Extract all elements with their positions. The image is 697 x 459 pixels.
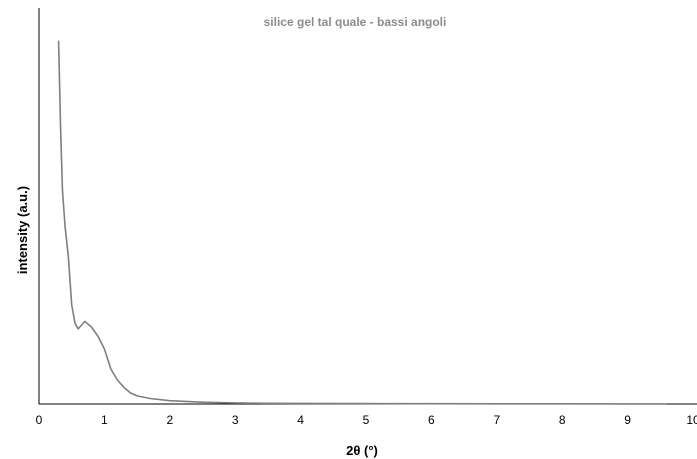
- plot-area: [57, 40, 667, 405]
- x-axis-label: 2θ (°): [346, 443, 378, 458]
- x-tick-label: 2: [166, 413, 173, 427]
- y-axis-label: intensity (a.u.): [15, 186, 30, 274]
- x-tick-label: 9: [624, 413, 631, 427]
- series-line: [57, 40, 667, 405]
- x-tick-label: 10: [686, 413, 697, 427]
- x-tick-label: 3: [232, 413, 239, 427]
- x-tick-label: 8: [559, 413, 566, 427]
- x-tick-label: 1: [101, 413, 108, 427]
- x-tick-label: 5: [363, 413, 370, 427]
- x-tick-label: 0: [36, 413, 43, 427]
- x-tick-label: 7: [493, 413, 500, 427]
- x-tick-labels: 0 1 2 3 4 5 6 7 8 9 10: [36, 413, 697, 427]
- chart-title: silice gel tal quale - bassi angoli: [264, 15, 447, 29]
- x-tick-label: 6: [428, 413, 435, 427]
- x-tick-label: 4: [297, 413, 304, 427]
